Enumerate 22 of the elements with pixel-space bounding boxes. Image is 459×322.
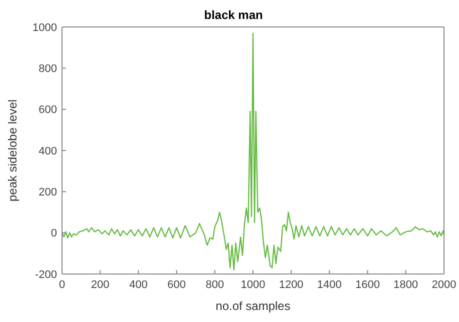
x-tick-label: 1200 xyxy=(278,278,304,291)
x-tick-label: 800 xyxy=(206,278,224,291)
x-tick-label: 1600 xyxy=(355,278,380,291)
x-tick-label: 200 xyxy=(91,278,110,291)
x-tick-label: 1400 xyxy=(317,278,342,291)
x-tick-label: 1000 xyxy=(240,278,266,291)
line-series xyxy=(62,32,444,270)
y-tick-label: -200 xyxy=(34,268,57,281)
y-tick-label: 600 xyxy=(38,104,57,116)
x-tick-label: 1800 xyxy=(394,278,418,291)
x-axis-title: no.of samples xyxy=(216,299,290,313)
y-tick-label: 400 xyxy=(38,145,57,158)
y-tick-label: 200 xyxy=(38,186,57,199)
chart-title: black man xyxy=(204,8,263,22)
y-axis-title: peak sidelobe level xyxy=(5,99,20,202)
x-tick-label: 600 xyxy=(167,278,186,291)
x-tick-label: 0 xyxy=(58,278,66,291)
y-tick-label: 800 xyxy=(38,63,57,76)
x-tick-label: 2000 xyxy=(432,278,456,291)
y-tick-label: 0 xyxy=(50,228,57,240)
y-tick-label: 1000 xyxy=(32,22,57,34)
x-tick-label: 400 xyxy=(129,278,148,291)
